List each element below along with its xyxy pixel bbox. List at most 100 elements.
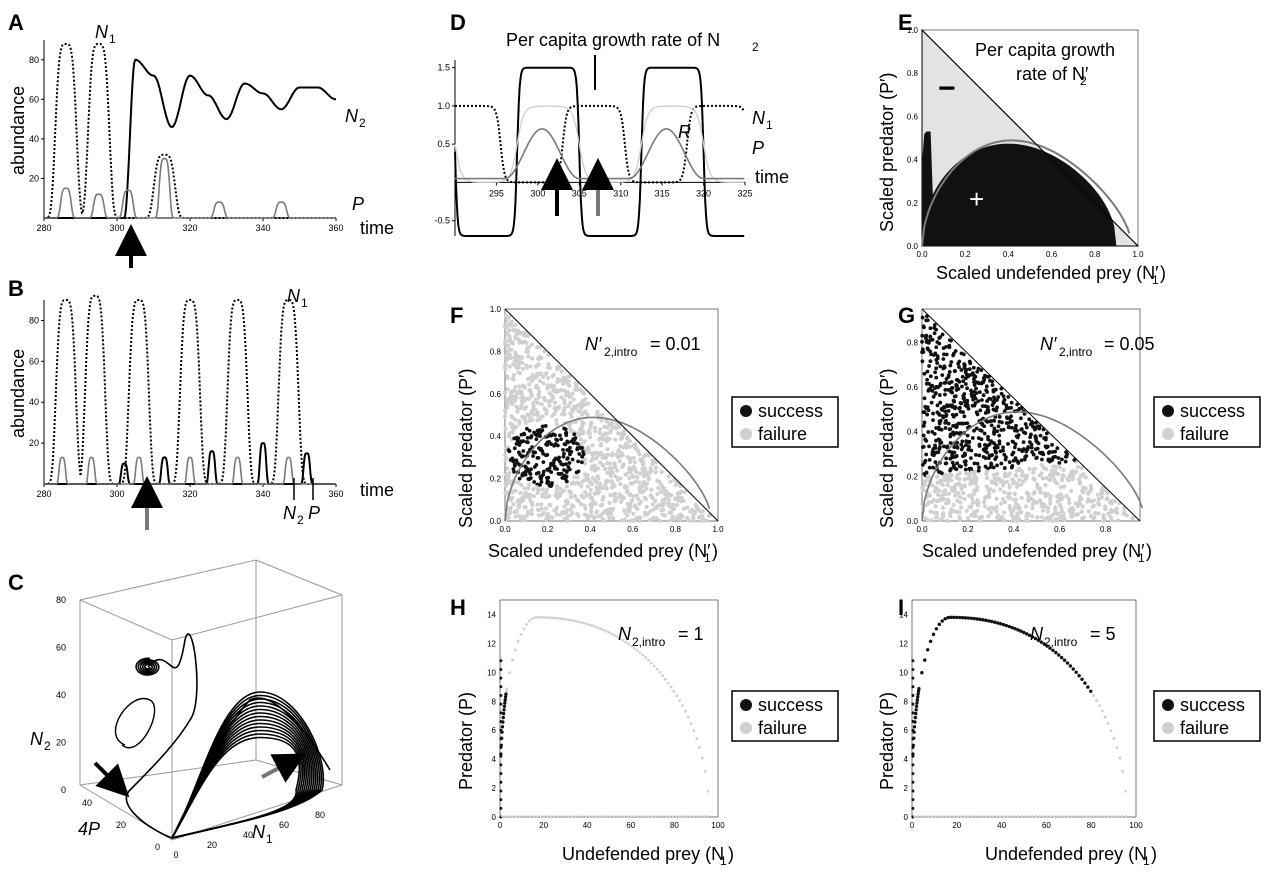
failure-point [570, 391, 575, 396]
x-tick-label: 310 [613, 188, 628, 198]
success-point [946, 615, 950, 620]
failure-point [641, 653, 645, 657]
success-point [974, 391, 979, 395]
failure-point [693, 502, 698, 508]
success-point [1028, 435, 1033, 440]
failure-point [539, 512, 545, 517]
failure-point [603, 482, 608, 487]
success-point [1015, 402, 1020, 407]
failure-point [925, 474, 930, 479]
x-tick-label: 0.0 [916, 250, 928, 259]
failure-point [576, 431, 581, 436]
failure-point [655, 491, 660, 497]
failure-point [1059, 497, 1064, 502]
x-tick-label: 315 [655, 188, 670, 198]
success-point [954, 425, 959, 430]
success-point [932, 322, 937, 327]
failure-point [595, 475, 600, 480]
failure-point [938, 815, 941, 818]
failure-point [608, 508, 613, 514]
failure-point [683, 709, 687, 713]
failure-point [589, 496, 595, 501]
y-tick-label: 60 [29, 94, 39, 104]
x-tick-label: 0.8 [670, 525, 682, 534]
failure-point [613, 474, 618, 479]
success-point [1024, 425, 1029, 430]
failure-point [506, 333, 512, 338]
success-point [1009, 465, 1014, 470]
failure-point [528, 390, 534, 395]
y-tick-label: 0.6 [490, 390, 502, 399]
success-point [992, 426, 997, 431]
success-point [951, 414, 956, 419]
failure-point [635, 496, 641, 501]
success-point [972, 403, 977, 408]
x-tick-label: 300 [109, 489, 124, 499]
panel-i-legend-success-marker [1162, 699, 1174, 711]
failure-point [692, 815, 696, 818]
success-point [974, 426, 979, 431]
failure-point [1002, 499, 1008, 505]
failure-point [696, 815, 699, 818]
failure-point [659, 469, 664, 475]
success-point [921, 423, 926, 428]
failure-point [623, 815, 626, 818]
failure-point [513, 514, 518, 519]
x-tick-label: 100 [711, 821, 725, 830]
failure-point [596, 466, 601, 471]
success-point [1017, 447, 1022, 452]
success-point [911, 806, 915, 810]
success-point [525, 440, 530, 445]
success-point [962, 362, 967, 367]
failure-point [650, 502, 656, 507]
failure-point [539, 502, 544, 507]
success-point [920, 671, 924, 675]
success-point [999, 428, 1004, 432]
success-point [1065, 661, 1070, 665]
success-point [934, 345, 939, 350]
failure-point [564, 617, 568, 621]
failure-point [630, 644, 633, 648]
y-tick-label: 0.2 [907, 472, 919, 481]
failure-point [1122, 510, 1127, 515]
failure-point [516, 480, 521, 485]
failure-point [637, 452, 642, 457]
failure-point [923, 516, 928, 521]
failure-point [572, 474, 577, 480]
failure-point [1023, 504, 1029, 509]
success-point [941, 357, 946, 361]
y-tick-label: 1.0 [907, 26, 919, 35]
success-point [922, 410, 927, 415]
success-point [521, 439, 526, 444]
success-point [998, 449, 1003, 454]
failure-point [530, 356, 535, 361]
failure-point [605, 452, 610, 457]
failure-point [617, 459, 622, 464]
x-tick-label: 280 [36, 489, 51, 499]
failure-point [596, 413, 602, 418]
failure-point [941, 489, 947, 494]
failure-point [1079, 466, 1085, 471]
failure-point [1070, 469, 1075, 474]
failure-point [655, 667, 659, 671]
failure-point [1070, 476, 1075, 481]
failure-point [607, 500, 612, 505]
y-tick-label: 40 [29, 397, 39, 407]
failure-point [604, 486, 609, 491]
failure-point [1113, 815, 1117, 818]
panel-letter-i: I [898, 595, 904, 620]
x-tick-label: 340 [255, 223, 270, 233]
failure-point [636, 448, 641, 453]
failure-point [575, 403, 580, 408]
failure-point [1105, 491, 1110, 496]
failure-point [521, 815, 525, 818]
failure-point [957, 510, 962, 515]
failure-point [678, 517, 683, 522]
failure-point [550, 393, 555, 399]
failure-point [956, 490, 961, 496]
success-point [1002, 452, 1007, 457]
x-tick-label: 305 [572, 188, 587, 198]
failure-point [575, 387, 580, 392]
failure-point [537, 378, 543, 383]
failure-point [522, 627, 526, 631]
